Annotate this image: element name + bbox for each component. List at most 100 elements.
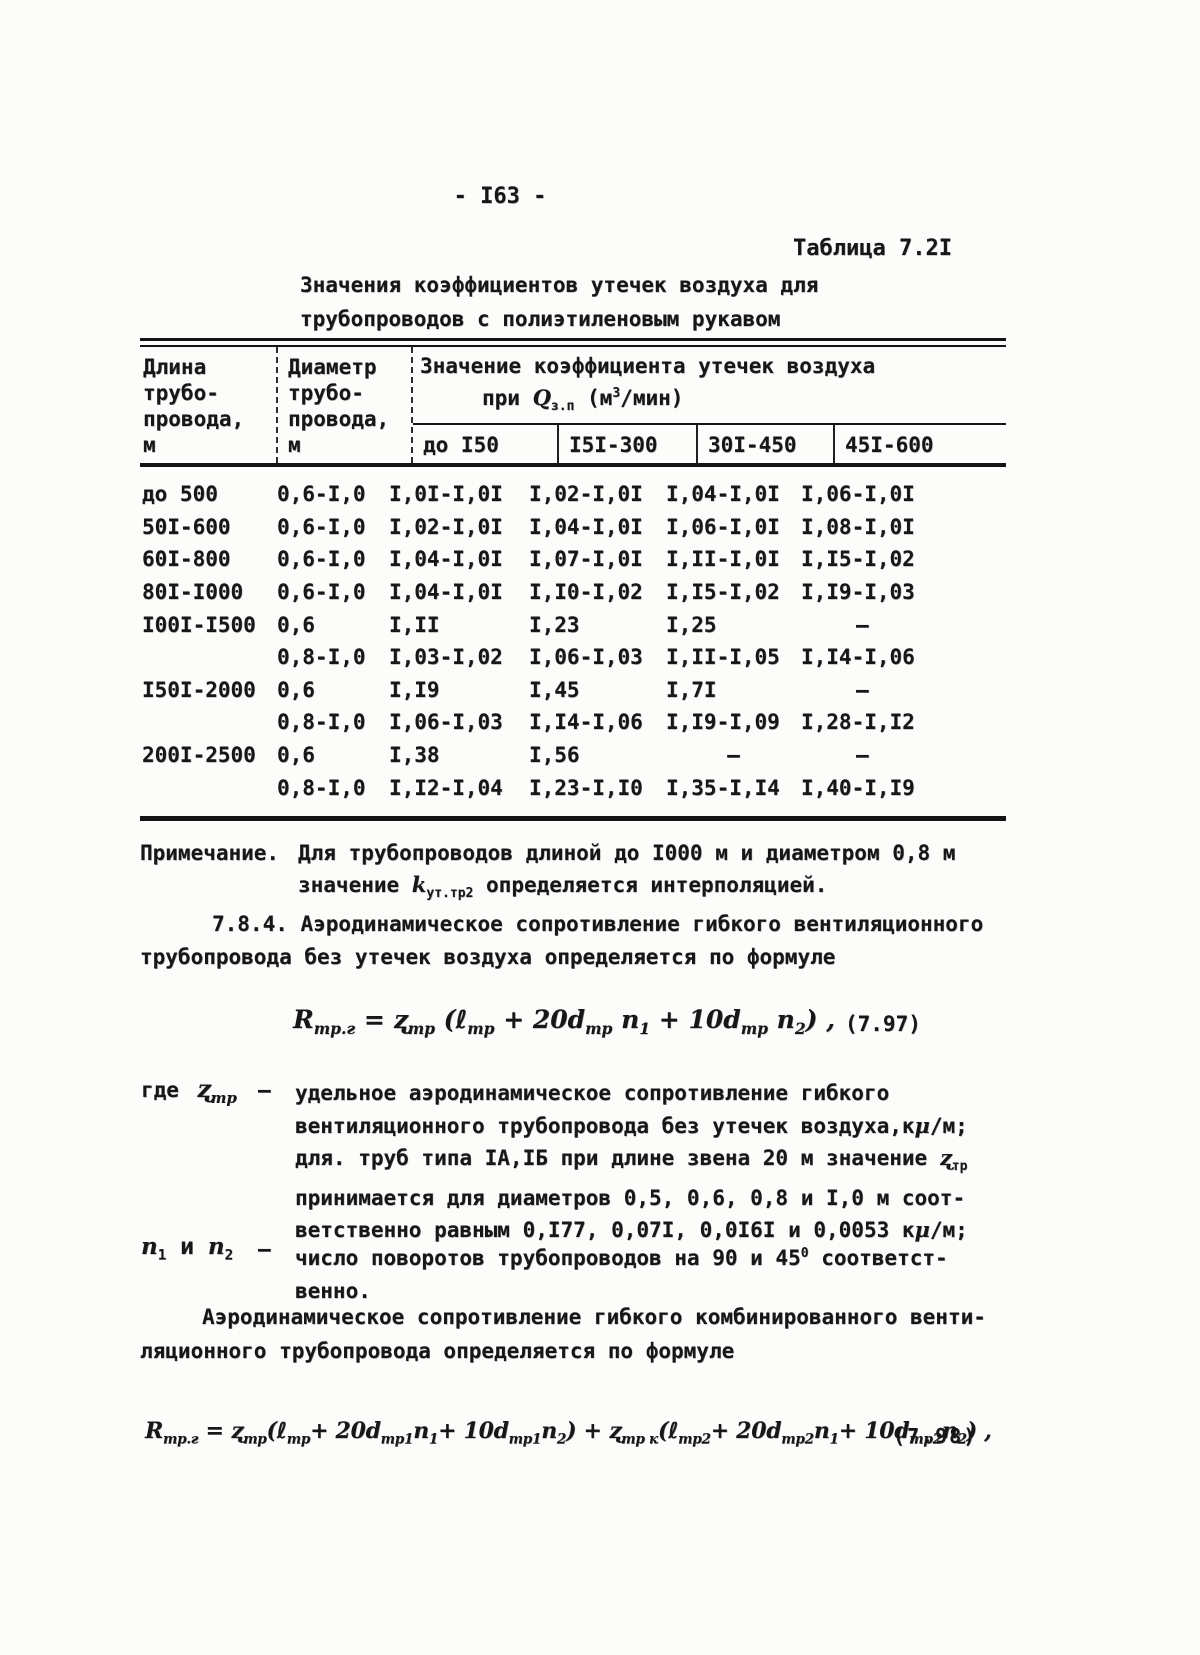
header-group-title: Значение коэффициента утечек воздуха при… — [413, 347, 1006, 420]
definition-line: вентиляционного трубопровода без утечек … — [295, 1112, 968, 1138]
table-row: 200I-2500 0,6 I,38 I,56 – – — [140, 739, 1006, 772]
cell: I,I4-I,06 — [529, 710, 643, 735]
cell: I,08-I,0I — [801, 514, 915, 539]
cell: I,03-I,02 — [389, 645, 503, 670]
cell: I,07-I,0I — [529, 547, 643, 572]
table-title: Значения коэффициентов утечек воздуха дл… — [300, 268, 818, 336]
formula-7-98-number: (7.98) — [893, 1424, 978, 1448]
cell: I,45 — [529, 677, 580, 702]
definition-line: принимается для диаметров 0,5, 0,6, 0,8 … — [295, 1185, 966, 1210]
cell: 0,6 — [277, 612, 315, 637]
cell: 0,6 — [277, 677, 315, 702]
table-caption: Таблица 7.2I — [793, 236, 952, 261]
subcol-upto-150: до I50 — [423, 433, 499, 458]
subcol-151-300: I5I-300 — [557, 425, 696, 464]
formula-7-97-number: (7.97) — [845, 1012, 921, 1036]
header-group-coefficient: Значение коэффициента утечек воздуха при… — [411, 347, 1006, 464]
where-definition-n1-n2: число поворотов трубопроводов на 90 и 45… — [295, 1237, 1055, 1308]
cell: I,28-I,I2 — [801, 710, 915, 735]
table-top-rule — [140, 338, 1006, 347]
definition-line: ветственно равным 0,I77, 0,07I, 0,0I6I и… — [295, 1217, 968, 1243]
definition-line: венно. — [295, 1279, 371, 1303]
cell: I,I4-I,06 — [801, 645, 915, 670]
cell: 60I-800 — [142, 547, 231, 572]
definition-line: для. труб типа IА,IБ при длине звена 20 … — [295, 1145, 968, 1175]
cell: I,06-I,03 — [389, 710, 503, 735]
paragraph-combined-duct: Аэродинамическое сопротивление гибкого к… — [140, 1300, 1070, 1368]
table-row: до 500 0,6-I,0 I,0I-I,0I I,02-I,0I I,04-… — [140, 478, 1006, 511]
cell: I,56 — [529, 742, 580, 767]
table-row: 0,8-I,0 I,I2-I,04 I,23-I,I0 I,35-I,I4 I,… — [140, 772, 1006, 805]
table-row: I00I-I500 0,6 I,II I,23 I,25 – — [140, 609, 1006, 642]
cell: I,I5-I,02 — [666, 579, 780, 604]
cell: 0,8-I,0 — [277, 710, 366, 735]
table-row: 50I-600 0,6-I,0 I,02-I,0I I,04-I,0I I,06… — [140, 511, 1006, 544]
header-col-diameter-line: трубо- — [288, 381, 364, 405]
cell: I,02-I,0I — [529, 482, 643, 507]
cell: 0,6-I,0 — [277, 482, 366, 507]
cell: I,02-I,0I — [389, 514, 503, 539]
paragraph-line: трубопровода без утечек воздуха определя… — [140, 945, 836, 969]
leakage-coefficients-table: Длина трубо- провода, м Диаметр трубо- п… — [140, 338, 1006, 822]
formula-7-98: Rтр.г = ʐтр(ℓтр+ 20dтр1n1+ 10dтр1n2) + ʐ… — [145, 1418, 992, 1448]
cell: 50I-600 — [142, 514, 231, 539]
formula-7-97: Rтр.г = ʐтр (ℓтр + 20dтр n1 + 10dтр n2) … — [293, 1005, 835, 1038]
cell: 0,6-I,0 — [277, 547, 366, 572]
cell: I,I0-I,02 — [529, 579, 643, 604]
cell: 0,8-I,0 — [277, 775, 366, 800]
cell: – — [856, 742, 869, 767]
cell: I50I-2000 — [142, 677, 256, 702]
symbol-r-tr: ʐтр — [197, 1074, 237, 1107]
cell: I,II-I,0I — [666, 547, 780, 572]
table-row: 0,8-I,0 I,06-I,03 I,I4-I,06 I,I9-I,09 I,… — [140, 706, 1006, 739]
paragraph-line: 7.8.4. Аэродинамическое сопротивление ги… — [212, 912, 984, 936]
header-subcolumns: до I50 I5I-300 30I-450 45I-600 — [413, 425, 1006, 464]
table-body: до 500 0,6-I,0 I,0I-I,0I I,02-I,0I I,04-… — [140, 467, 1006, 822]
paragraph-7-8-4: 7.8.4. Аэродинамическое сопротивление ги… — [140, 908, 1070, 974]
cell: – — [856, 612, 869, 637]
paragraph-line: Аэродинамическое сопротивление гибкого к… — [202, 1305, 986, 1329]
cell: I,25 — [666, 612, 717, 637]
table-row: 0,8-I,0 I,03-I,02 I,06-I,03 I,II-I,05 I,… — [140, 641, 1006, 674]
header-group-title-line-1: Значение коэффициента утечек воздуха — [420, 354, 876, 378]
table-header: Длина трубо- провода, м Диаметр трубо- п… — [140, 347, 1006, 468]
header-col-diameter-line: м — [288, 433, 301, 457]
cell — [140, 641, 277, 674]
header-col-length-line: м — [143, 433, 156, 457]
cell: I,23-I,I0 — [529, 775, 643, 800]
table-row: I50I-2000 0,6 I,I9 I,45 I,7I – — [140, 674, 1006, 707]
cell: I,II — [389, 612, 440, 637]
cell: I,06-I,0I — [801, 482, 915, 507]
header-col-diameter-line: провода, — [288, 407, 390, 431]
cell: 0,6-I,0 — [277, 514, 366, 539]
cell: 200I-2500 — [142, 742, 256, 767]
cell — [140, 706, 277, 739]
symbol-n1-n2: n1 и n2 — [141, 1233, 234, 1264]
header-col-diameter: Диаметр трубо- провода, м — [276, 347, 411, 464]
cell: I,I9 — [389, 677, 440, 702]
paragraph-line: ляционного трубопровода определяется по … — [140, 1339, 735, 1363]
header-col-length: Длина трубо- провода, м — [140, 347, 276, 463]
cell: I,04-I,0I — [389, 547, 503, 572]
header-group-title-line-2: при Qз.п (м3/мин) — [482, 385, 684, 415]
cell: I,I9-I,03 — [801, 579, 915, 604]
subcol-451-600: 45I-600 — [833, 425, 1006, 464]
where-definition-r-tr: удельное аэродинамическое сопротивление … — [295, 1078, 1055, 1247]
note-line-2: значение kут.тр2 определяется интерполяц… — [298, 872, 828, 902]
header-col-length-line: трубо- — [143, 381, 219, 405]
cell: 0,6-I,0 — [277, 579, 366, 604]
cell: 80I-I000 — [142, 579, 244, 604]
cell: I,I2-I,04 — [389, 775, 503, 800]
cell: I,23 — [529, 612, 580, 637]
cell: – — [727, 742, 740, 767]
note-block: Примечание. Для трубопроводов длиной до … — [140, 838, 1080, 909]
cell: I,II-I,05 — [666, 645, 780, 670]
note-label: Примечание. — [140, 841, 280, 865]
cell: до 500 — [142, 482, 218, 507]
where-dash: – — [258, 1237, 271, 1261]
note-text: Для трубопроводов длиной до I000 м и диа… — [298, 838, 955, 909]
header-col-length-line: провода, — [143, 407, 245, 431]
cell: 0,8-I,0 — [277, 645, 366, 670]
cell: – — [856, 677, 869, 702]
